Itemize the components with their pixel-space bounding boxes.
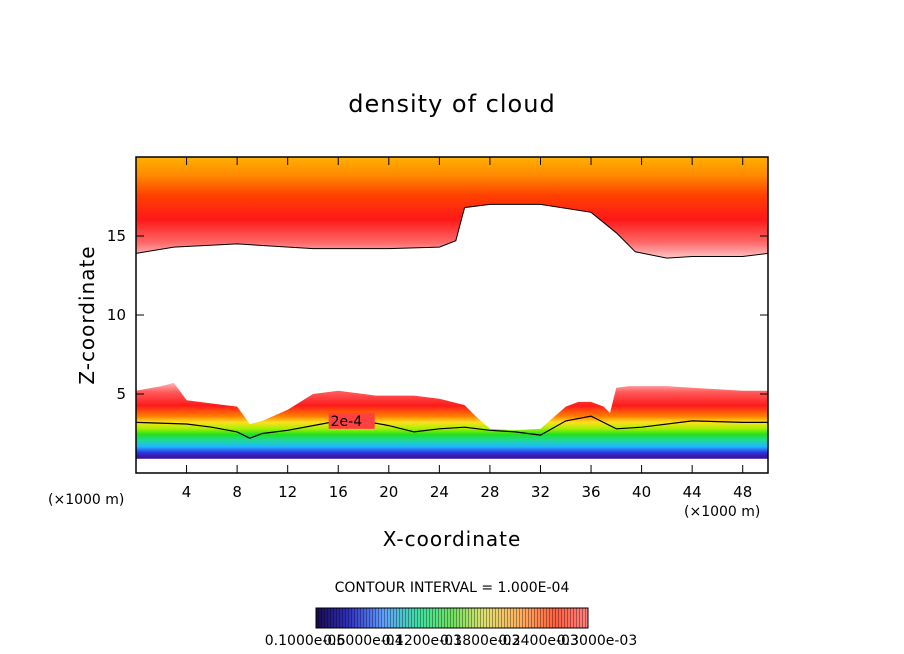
x-axis-ticks: 4 8 12 16 20 24 28 32 36 40 44 48: [182, 157, 752, 501]
plot-area: 2e-4: [136, 157, 768, 459]
x-axis-label: X-coordinate: [383, 527, 522, 551]
contour-label-background: [328, 412, 375, 429]
colorbar-label: 0.6000e-04: [323, 633, 404, 649]
x-tick-label: 12: [278, 483, 297, 501]
upper-cloud-layer: [136, 157, 768, 259]
colorbar-label: 0.3000e-03: [557, 633, 637, 649]
x-tick-label: 32: [531, 483, 550, 501]
y-tick-label: 15: [107, 227, 126, 245]
x-tick-label: 48: [733, 483, 752, 501]
chart-title: density of cloud: [348, 90, 555, 118]
colorbar-frame: [315, 607, 589, 629]
colorbar-labels: 0.1000e-050.6000e-040.1200e-030.1800e-03…: [265, 633, 637, 649]
x-tick-label: 40: [632, 483, 651, 501]
y-tick-label: 5: [116, 385, 126, 403]
contour-label: 2e-4: [331, 414, 363, 430]
contour-interval-text: CONTOUR INTERVAL = 1.000E-04: [335, 580, 570, 596]
x-tick-label: 24: [430, 483, 449, 501]
y-axis-ticks: 5 10 15: [107, 227, 768, 403]
x-tick-label: 16: [329, 483, 348, 501]
colorbar-segments: [316, 608, 588, 628]
x-tick-label: 8: [232, 483, 242, 501]
colorbar-label: 0.1800e-03: [440, 633, 520, 649]
x-unit-label-left: (×1000 m): [48, 492, 124, 508]
x-tick-label: 20: [379, 483, 398, 501]
lower-cloud-layer: [136, 382, 768, 459]
colorbar-label: 0.1200e-03: [382, 633, 462, 649]
colorbar-label: 0.2400e-03: [498, 633, 578, 649]
x-unit-label-right: (×1000 m): [684, 504, 760, 520]
x-tick-label: 28: [480, 483, 499, 501]
colorbar: 0.1000e-050.6000e-040.1200e-030.1800e-03…: [265, 607, 637, 649]
contour-line-2e-4: [136, 415, 768, 439]
colorbar-label: 0.1000e-05: [265, 633, 345, 649]
upper-boundary-contour: [136, 203, 768, 259]
x-tick-label: 4: [182, 483, 192, 501]
x-tick-label: 36: [581, 483, 600, 501]
y-axis-label: Z-coordinate: [75, 245, 99, 384]
y-tick-label: 10: [107, 306, 126, 324]
x-tick-label: 44: [683, 483, 702, 501]
